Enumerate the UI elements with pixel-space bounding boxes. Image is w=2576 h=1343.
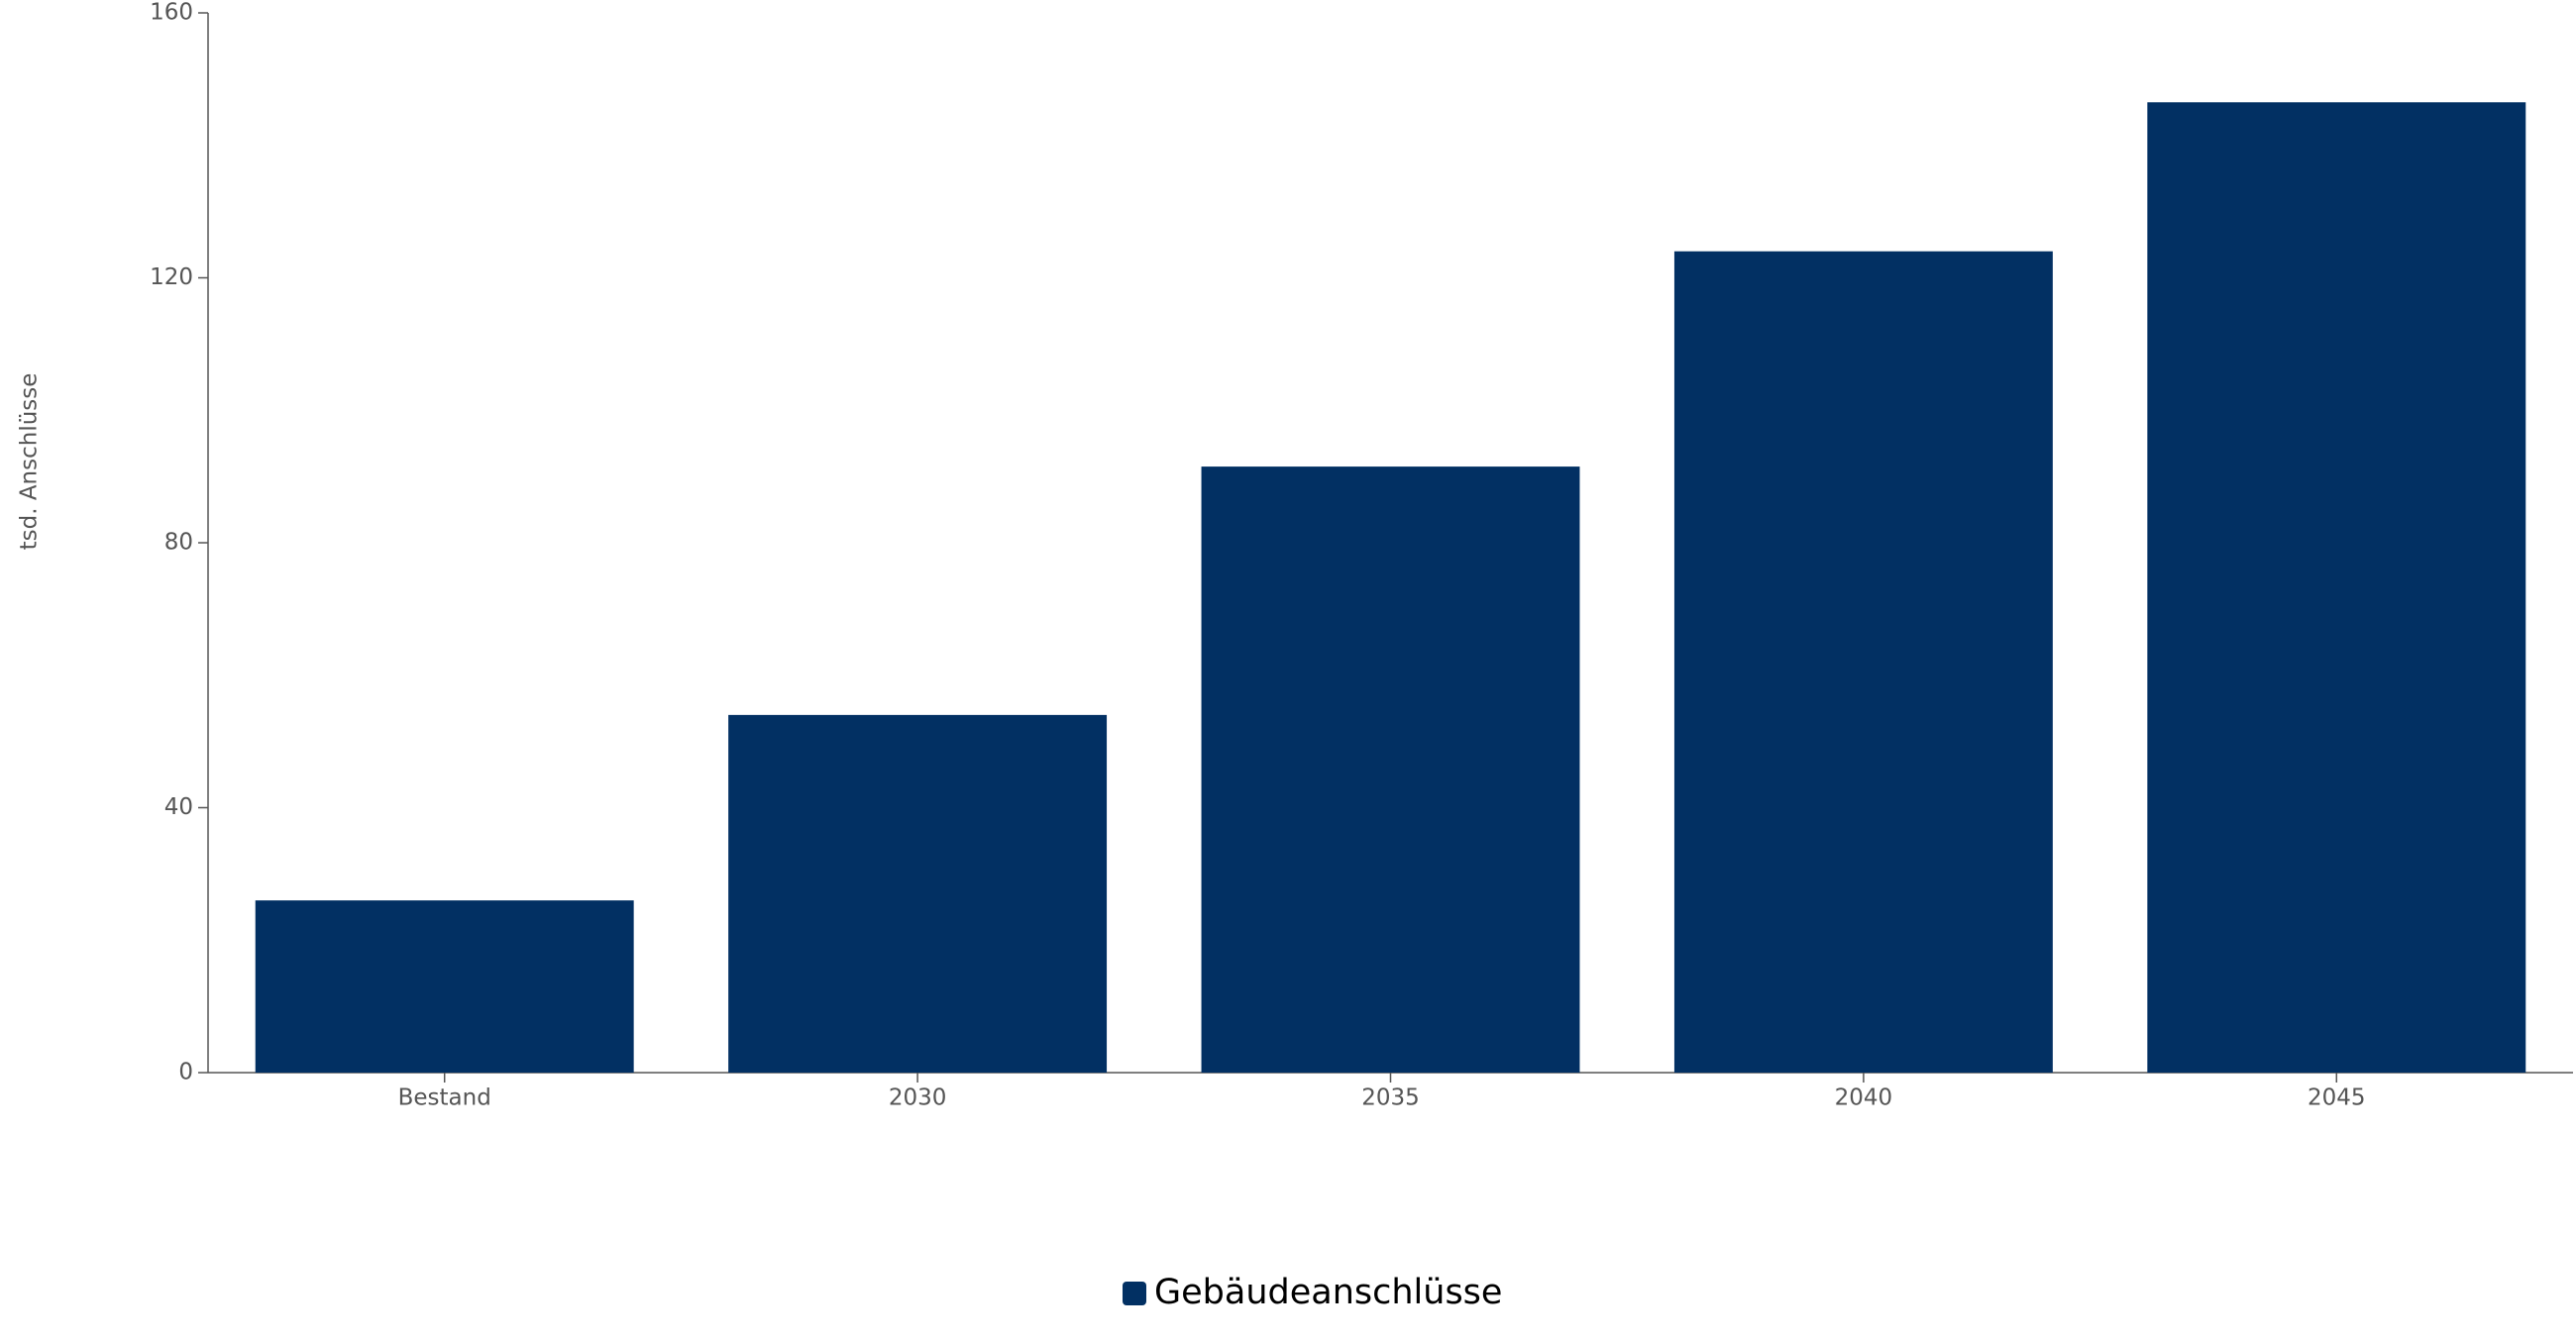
y-tick-label: 0: [178, 1060, 193, 1085]
bar: [2147, 102, 2526, 1073]
y-tick-label: 160: [150, 0, 193, 26]
y-tick-label: 80: [164, 530, 193, 556]
y-axis-title: tsd. Anschlüsse: [17, 373, 43, 551]
x-tick-label: 2030: [889, 1085, 947, 1111]
bar: [1201, 466, 1580, 1073]
x-tick-label: 2045: [2308, 1085, 2366, 1111]
legend-label: Gebäudeanschlüsse: [1154, 1273, 1502, 1312]
x-tick-label: 2040: [1835, 1085, 1893, 1111]
x-tick-label: 2035: [1361, 1085, 1420, 1111]
bar: [1673, 251, 2053, 1073]
x-tick-label: Bestand: [398, 1085, 491, 1111]
legend-swatch: [1123, 1282, 1146, 1305]
bar: [728, 714, 1108, 1073]
bar: [255, 900, 634, 1073]
y-tick-label: 120: [150, 264, 193, 290]
y-tick-label: 40: [164, 794, 193, 820]
